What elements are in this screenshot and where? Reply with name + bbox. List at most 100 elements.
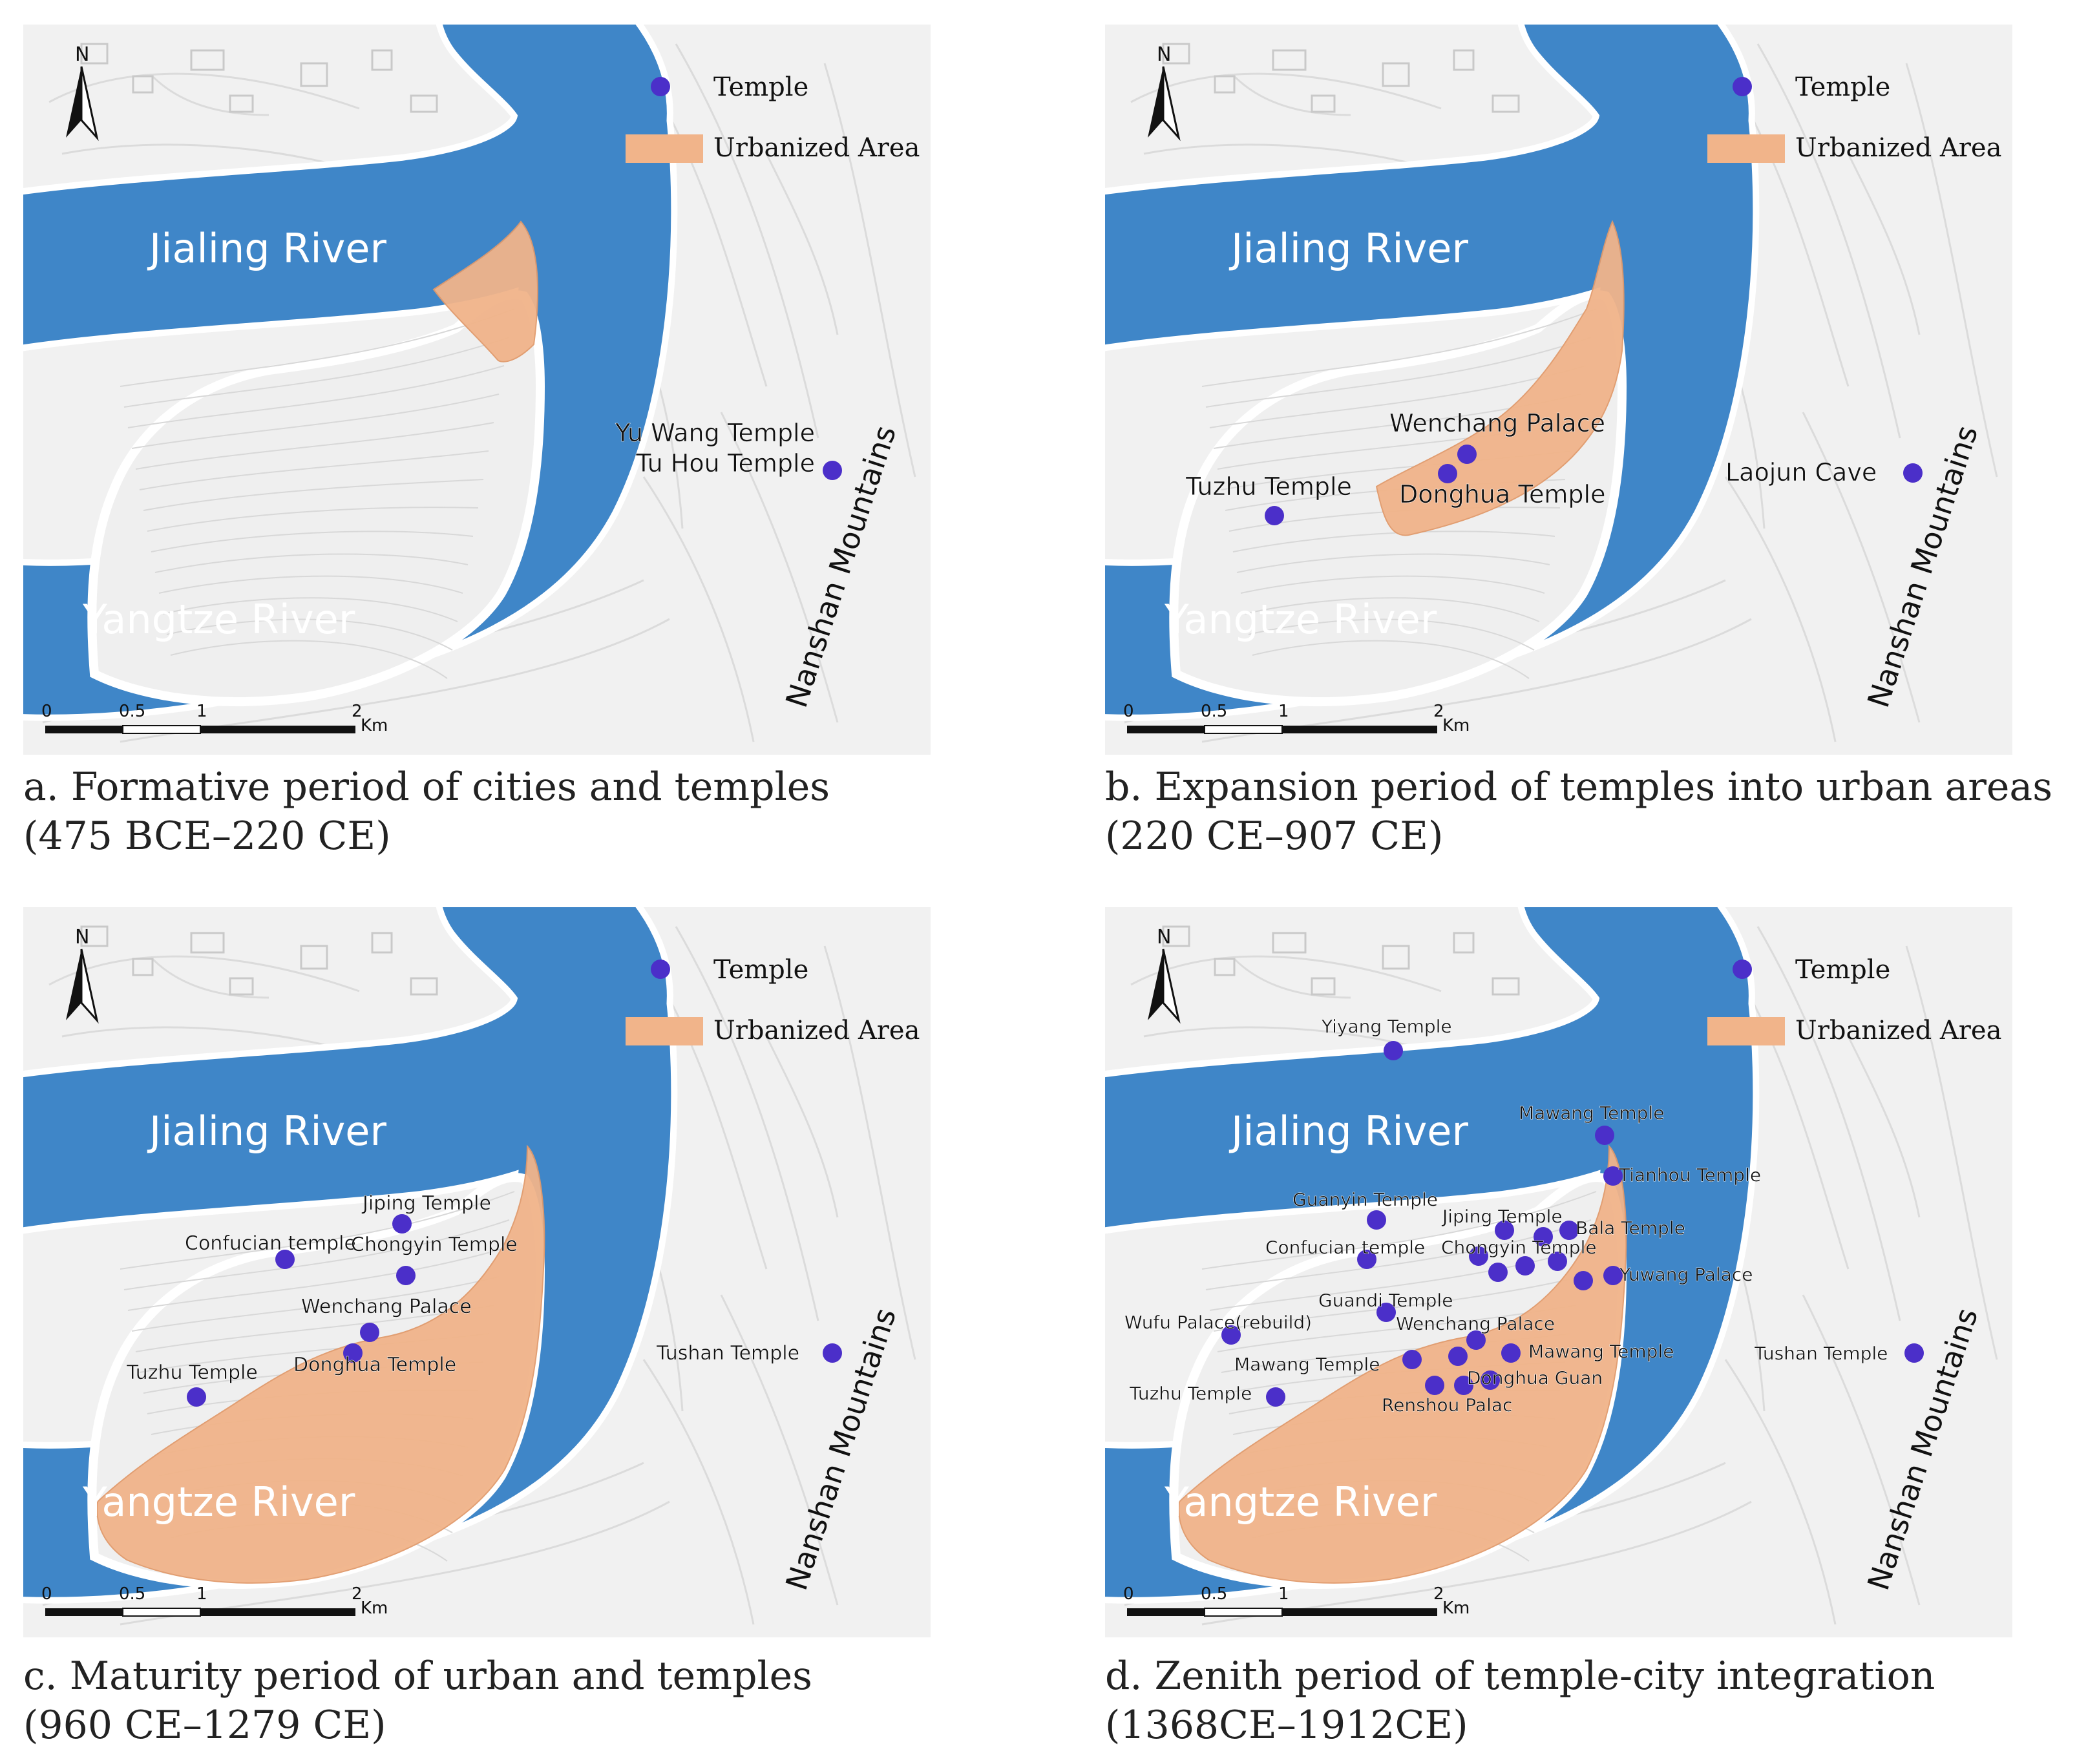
temple-marker	[1454, 1376, 1473, 1395]
scale-bar-tick-label: 0.5	[119, 1584, 145, 1604]
svg-text:N: N	[75, 43, 89, 66]
svg-text:Temple: Temple	[713, 72, 808, 102]
scale-bar: 0 0.5 1 2Km	[41, 1584, 388, 1618]
temple-dot-icon	[651, 960, 670, 979]
temple-label: Chongyin Temple	[351, 1234, 518, 1256]
temple-marker	[1457, 445, 1477, 464]
temple-marker	[1402, 1350, 1422, 1369]
temple-marker	[187, 1387, 206, 1407]
temple-marker	[1603, 1266, 1623, 1285]
svg-text:N: N	[1157, 43, 1171, 66]
temple-marker	[1367, 1210, 1386, 1230]
temple-marker	[1425, 1376, 1444, 1395]
caption-period: (960 CE–1279 CE)	[23, 1703, 386, 1748]
temple-marker	[360, 1323, 379, 1342]
scale-bar-tick-label: 0.5	[1201, 702, 1227, 721]
map-panel-a: Jialing River Yangtze River Nanshan Mounta…	[23, 25, 931, 755]
scale-bar-tick-label: 1	[1278, 702, 1289, 721]
caption-period: (475 BCE–220 CE)	[23, 814, 391, 859]
scale-bar-tick-label: 0	[41, 702, 52, 721]
temple-marker	[1548, 1252, 1567, 1271]
temple-marker	[1559, 1221, 1579, 1240]
river-label-yangtze: Yangtze River	[82, 1478, 355, 1526]
temple-marker	[1376, 1303, 1396, 1322]
map-panel-d: Jialing River Yangtze River Nanshan Mounta…	[1105, 907, 2012, 1637]
north-arrow-icon: N	[1148, 43, 1181, 142]
urbanized-area	[1375, 220, 1625, 536]
temple-marker	[1438, 464, 1457, 483]
temple-marker	[1469, 1246, 1488, 1266]
temple-marker	[1501, 1343, 1521, 1363]
temple-label: Laojun Cave	[1725, 458, 1877, 487]
temple-label: Guandi Temple	[1318, 1290, 1453, 1311]
svg-text:Km: Km	[1442, 716, 1470, 735]
scale-bar-tick-label: 1	[1278, 1584, 1289, 1604]
svg-text:N: N	[1157, 926, 1171, 949]
temple-label: Wenchang Palace	[1396, 1313, 1555, 1334]
map-legend: Temple Urbanized Area	[1707, 72, 2001, 163]
temple-label: Wenchang Palace	[301, 1296, 472, 1318]
north-arrow-icon: N	[1148, 926, 1181, 1024]
temple-label: Tushan Temple	[656, 1342, 799, 1365]
temple-label: Chongyin Temple	[1441, 1237, 1597, 1258]
temple-label: Wenchang Palace	[1389, 409, 1605, 437]
temple-marker	[823, 1343, 842, 1363]
svg-text:Km: Km	[1442, 1599, 1470, 1618]
temple-marker	[1266, 1387, 1285, 1407]
temple-marker	[1265, 506, 1284, 525]
svg-text:Urbanized Area: Urbanized Area	[1795, 1016, 2001, 1045]
scale-bar-tick-label: 0	[1123, 702, 1134, 721]
temple-marker	[1221, 1325, 1241, 1345]
caption-d: d. Zenith period of temple-city integrat…	[1105, 1652, 1935, 1750]
temple-label: Yuwang Palace	[1619, 1264, 1753, 1285]
temple-label: Mawang Temple	[1528, 1341, 1674, 1362]
temple-label: Yu Wang Temple	[615, 419, 815, 447]
temple-label: Mawang Temple	[1519, 1102, 1664, 1124]
scale-bar-tick-label: 2	[352, 702, 363, 721]
svg-text:Temple: Temple	[1795, 955, 1890, 985]
temple-label: Jiping Temple	[361, 1192, 491, 1215]
scale-bar-tick-label: 0	[41, 1584, 52, 1604]
caption-b: b. Expansion period of temples into urba…	[1105, 762, 2052, 861]
scale-bar: 0 0.5 1 2Km	[1123, 1584, 1470, 1618]
temple-marker	[275, 1250, 295, 1269]
temple-label: Donghua Temple	[1399, 480, 1605, 509]
scale-bar-tick-label: 0	[1123, 1584, 1134, 1604]
temple-label: Confucian temple	[1265, 1237, 1425, 1258]
temple-marker	[823, 461, 842, 480]
temple-label: Tianhou Temple	[1618, 1164, 1761, 1186]
temple-marker	[1595, 1126, 1614, 1145]
temple-marker	[343, 1343, 363, 1363]
svg-text:Temple: Temple	[713, 955, 808, 985]
temple-marker	[1574, 1271, 1593, 1290]
temple-marker	[396, 1266, 416, 1285]
caption-period: (1368CE–1912CE)	[1105, 1703, 1468, 1748]
caption-title: c. Maturity period of urban and temples	[23, 1654, 812, 1699]
temple-dot-icon	[651, 77, 670, 96]
temple-marker	[1466, 1330, 1486, 1350]
north-arrow-icon: N	[66, 926, 99, 1024]
river-label-jialing: Jialing River	[1228, 1108, 1468, 1155]
scale-bar-tick-label: 2	[352, 1584, 363, 1604]
urbanized-area	[96, 1144, 545, 1584]
temple-label: Guanyin Temple	[1292, 1189, 1438, 1210]
scale-bar: 0 0.5 1 2Km	[1123, 702, 1470, 735]
river-label-yangtze: Yangtze River	[1164, 1478, 1437, 1526]
temple-marker	[1904, 1343, 1924, 1363]
temple-marker	[1515, 1256, 1535, 1276]
river-label-jialing: Jialing River	[147, 1108, 386, 1155]
map-legend: Temple Urbanized Area	[626, 955, 920, 1045]
temple-marker	[1903, 463, 1923, 483]
temple-label: Mawang Temple	[1234, 1354, 1380, 1375]
temple-label: Tuzhu Temple	[126, 1361, 258, 1384]
svg-text:Km: Km	[361, 1599, 388, 1618]
map-panel-b: Jialing River Yangtze River Nanshan Mounta…	[1105, 25, 2012, 755]
scale-bar-tick-label: 1	[196, 702, 207, 721]
temple-label: Renshou Palac	[1382, 1394, 1512, 1416]
map-legend: Temple Urbanized Area	[1707, 955, 2001, 1045]
temple-label: Wufu Palace(rebuild)	[1124, 1312, 1312, 1333]
scale-bar-tick-label: 0.5	[119, 702, 145, 721]
